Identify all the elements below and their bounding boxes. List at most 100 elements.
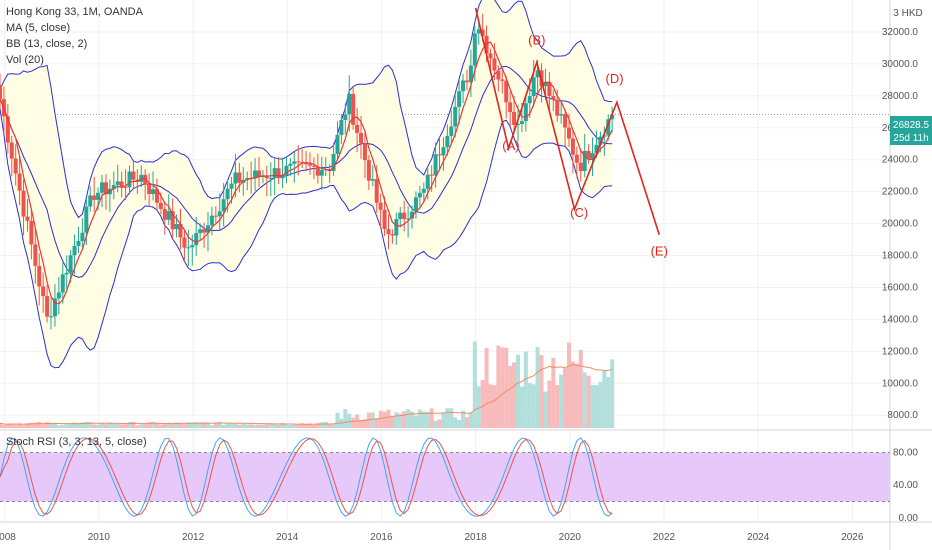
volume-bar (382, 411, 387, 428)
price-tick-label: 14000.0 (882, 314, 919, 325)
volume-bar (264, 424, 269, 428)
candle-body (182, 237, 187, 248)
candle-body (256, 170, 261, 177)
volume-bar (280, 422, 285, 428)
candle-body (205, 225, 210, 233)
candle-body (56, 292, 61, 299)
candle-body (225, 188, 230, 200)
volume-bars (0, 341, 615, 428)
volume-bar (535, 347, 540, 428)
price-tick-label: 10000.0 (882, 378, 919, 389)
candle-body (72, 246, 77, 256)
volume-bar (468, 412, 473, 428)
candle-body (339, 120, 344, 135)
volume-bar (410, 411, 415, 428)
volume-bar (205, 423, 210, 428)
volume-bar (449, 408, 454, 428)
volume-bar (425, 411, 430, 428)
candle-body (394, 219, 399, 236)
volume-bar (221, 424, 226, 428)
volume-bar (433, 420, 438, 428)
volume-bar (590, 384, 595, 428)
candle-body (425, 174, 430, 189)
candle-body (449, 126, 454, 136)
volume-bar (480, 380, 485, 428)
candle-body (374, 179, 379, 203)
stoch-band (0, 452, 890, 502)
volume-bar (570, 361, 575, 428)
candle-body (41, 286, 46, 297)
wave-label: (B) (528, 33, 545, 48)
volume-bar (37, 421, 42, 428)
time-tick-label: 2020 (559, 532, 582, 543)
candle-body (237, 172, 242, 183)
volume-bar (68, 423, 73, 428)
candle-body (594, 144, 599, 153)
volume-bar (559, 374, 564, 428)
volume-bar (213, 422, 218, 428)
candle-body (190, 245, 195, 248)
candle-body (406, 218, 411, 220)
candle-body (264, 175, 269, 179)
candle-body (311, 165, 316, 167)
candle-body (319, 169, 324, 176)
vol-legend: Vol (20) (6, 54, 44, 66)
volume-bar (582, 372, 587, 428)
candle-body (154, 189, 159, 203)
time-tick-label: 2014 (276, 532, 299, 543)
volume-bar (547, 380, 552, 428)
volume-bar (194, 422, 199, 428)
volume-bar (80, 422, 85, 428)
volume-bar (52, 422, 57, 428)
volume-bar (198, 422, 203, 428)
stoch-k-line (0, 437, 613, 517)
volume-bar (60, 424, 65, 428)
volume-bar (519, 386, 524, 428)
candle-body (115, 181, 120, 186)
volume-bar (531, 384, 536, 428)
candle-body (515, 123, 520, 125)
candle-body (217, 211, 222, 217)
volume-bar (147, 422, 152, 428)
volume-bar (331, 423, 336, 428)
volume-bar (100, 422, 105, 428)
volume-bar (17, 423, 22, 428)
volume-bar (284, 424, 289, 428)
bb-legend: BB (13, close, 2) (6, 38, 88, 50)
candle-body (88, 195, 93, 207)
volume-bar (253, 424, 258, 428)
candle-body (139, 174, 144, 182)
volume-bar (500, 347, 505, 428)
volume-bar (386, 409, 391, 428)
candle-body (80, 232, 85, 241)
candle-body (45, 296, 50, 317)
volume-bar (602, 369, 607, 428)
candle-body (355, 124, 360, 133)
volume-bar (492, 385, 497, 428)
candle-body (578, 162, 583, 172)
candle-body (276, 168, 281, 179)
volume-bar (362, 419, 367, 428)
volume-bar (260, 424, 265, 428)
candle-body (500, 79, 505, 81)
volume-bar (512, 362, 517, 428)
candle-body (221, 199, 226, 212)
volume-bar (9, 423, 14, 428)
price-tick-label: 22000.0 (882, 187, 919, 198)
time-tick-label: 2008 (0, 532, 16, 543)
volume-bar (406, 409, 411, 428)
volume-bar (41, 424, 46, 428)
candle-body (37, 265, 42, 287)
wave-annotations: (A) (B) (C) (D) (E) (474, 7, 668, 259)
price-badge: 26828.5 25d 11h (890, 116, 932, 145)
volume-bar (49, 422, 54, 428)
volume-bar (135, 425, 140, 428)
stoch-d-line (0, 438, 613, 516)
candle-body (174, 224, 179, 230)
candle-body (457, 91, 462, 107)
candle-body (103, 182, 108, 195)
time-tick-label: 2022 (653, 532, 676, 543)
candle-body (162, 208, 167, 220)
candle-body (280, 174, 285, 179)
